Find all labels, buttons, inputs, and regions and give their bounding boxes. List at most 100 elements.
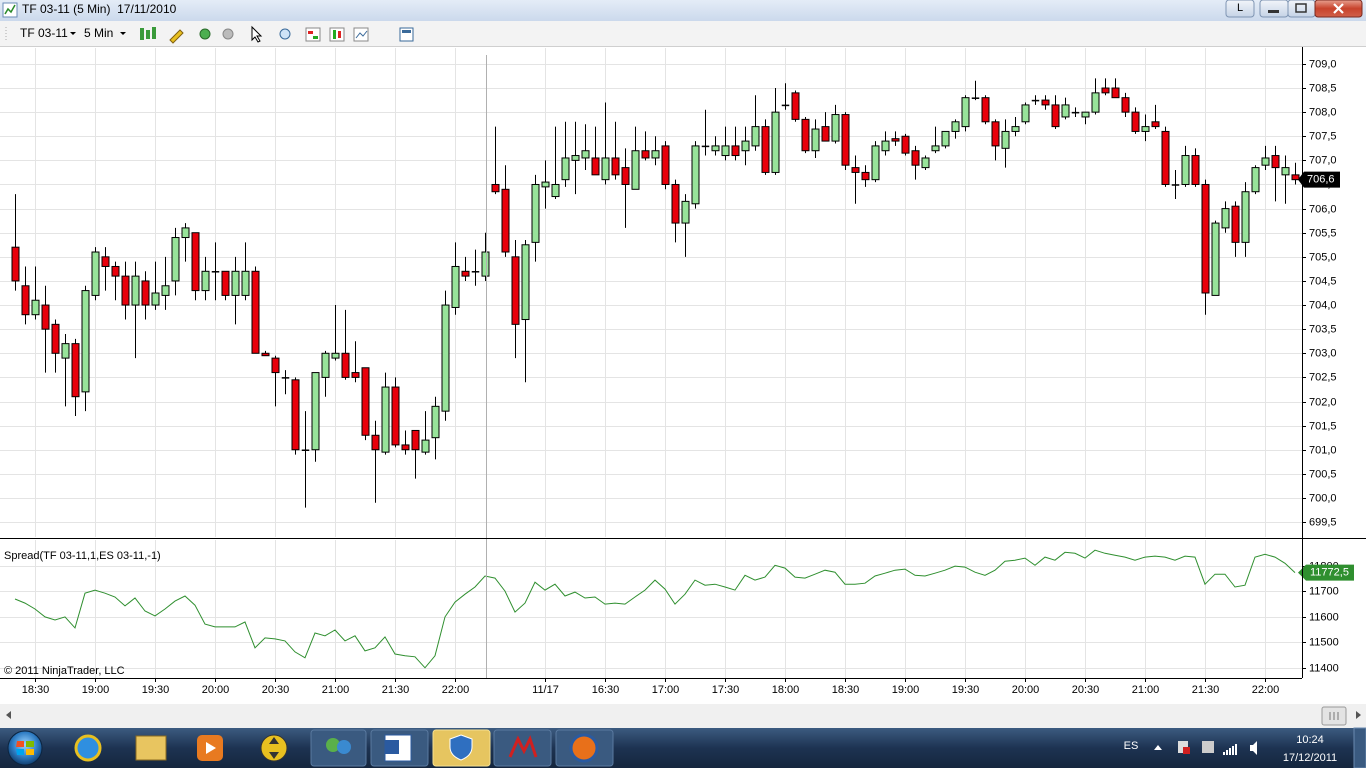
candle-body — [471, 271, 480, 273]
candle-body — [1291, 174, 1300, 181]
x-tick-label: 20:30 — [1072, 684, 1100, 696]
candle-body — [431, 405, 440, 439]
start-logo — [26, 749, 34, 755]
explorer-button[interactable] — [135, 735, 167, 761]
candle-body — [901, 135, 910, 154]
maximize-glyph — [1295, 3, 1307, 13]
candle-body — [101, 256, 110, 267]
interval-dropdown[interactable] — [120, 32, 126, 35]
indicators-button[interactable] — [305, 27, 321, 42]
candle-body — [771, 111, 780, 173]
candle-body — [391, 386, 400, 446]
link-button-label[interactable]: L — [1237, 2, 1243, 14]
candle-body — [531, 183, 540, 243]
candle-body — [1201, 183, 1210, 294]
candle-body — [501, 188, 510, 253]
security-glyph — [449, 734, 473, 761]
indicators-glyph — [308, 31, 313, 34]
data-box-button[interactable] — [279, 28, 291, 40]
candle-body — [161, 285, 170, 296]
candle-body — [361, 367, 370, 436]
candle-body — [111, 265, 120, 277]
candle-body — [1151, 121, 1160, 128]
candle-body — [1001, 130, 1010, 149]
minimize-glyph — [1268, 10, 1279, 13]
candle-body — [211, 271, 220, 273]
candle-body — [151, 292, 160, 306]
ie-button[interactable] — [74, 734, 102, 762]
candle-body — [291, 379, 300, 451]
tray-expand[interactable] — [1154, 745, 1162, 750]
zoom-in-button[interactable] — [199, 28, 211, 40]
candle-body — [241, 270, 250, 296]
instrument-selector[interactable]: TF 03-11 — [20, 26, 68, 40]
drawing-tool-button[interactable] — [169, 29, 184, 44]
candle-body — [271, 357, 280, 374]
messenger-glyph — [337, 740, 351, 754]
clock-time[interactable]: 10:24 — [1296, 734, 1324, 746]
strategies-button[interactable] — [329, 27, 345, 42]
clock-date[interactable]: 17/12/2011 — [1283, 752, 1337, 764]
scroll-right[interactable] — [1356, 711, 1361, 719]
candle-body — [1121, 97, 1130, 113]
network-icon[interactable] — [1223, 744, 1237, 755]
tray-icon[interactable] — [1202, 741, 1214, 753]
candle-body — [1271, 155, 1280, 169]
y-tick-label: 706,0 — [1309, 203, 1337, 215]
candle-body — [1261, 157, 1270, 166]
cursor-button[interactable] — [251, 25, 263, 43]
candle-body — [561, 157, 570, 181]
spread-line — [14, 549, 1296, 669]
copyright: © 2011 NinjaTrader, LLC — [4, 665, 125, 677]
candle-body — [1171, 184, 1180, 186]
candle-body — [571, 155, 580, 161]
candle-body — [521, 244, 530, 321]
properties-button[interactable] — [399, 27, 414, 42]
candle-body — [911, 150, 920, 166]
instrument-dropdown[interactable] — [70, 32, 76, 35]
link-button[interactable] — [1225, 0, 1255, 18]
candle-body — [1041, 99, 1050, 106]
candle-body — [61, 343, 70, 359]
app-button[interactable] — [260, 734, 288, 762]
candle-body — [691, 145, 700, 205]
candle-body — [331, 352, 340, 359]
indicator-label: Spread(TF 03-11,1,ES 03-11,-1) — [4, 550, 161, 562]
candle-body — [181, 227, 190, 239]
candle-body — [1091, 92, 1100, 113]
show-desktop[interactable] — [1353, 727, 1366, 768]
start-button[interactable] — [7, 730, 43, 766]
candle-body — [511, 256, 520, 325]
volume-icon[interactable] — [1250, 741, 1257, 755]
candle-body — [371, 434, 380, 451]
language-indicator[interactable]: ES — [1124, 740, 1139, 752]
y-tick-label: 708,0 — [1309, 106, 1337, 118]
candle-body — [281, 377, 290, 379]
candle-body — [891, 138, 900, 142]
candle-body — [931, 145, 940, 152]
start-logo — [16, 741, 24, 747]
y-tick-label: 707,5 — [1309, 130, 1337, 142]
candle-body — [851, 167, 860, 173]
app-glyph — [269, 737, 279, 759]
candle-body — [31, 299, 40, 316]
app-icon-glyph — [4, 4, 16, 15]
minimize-button[interactable] — [1259, 0, 1289, 18]
scroll-left[interactable] — [6, 711, 11, 719]
bar-type-button-part — [146, 30, 150, 39]
y-tick-label: 701,5 — [1309, 420, 1337, 432]
zoom-out-button[interactable] — [222, 28, 234, 40]
candle-body — [1011, 126, 1020, 132]
maximize-button[interactable] — [1287, 0, 1316, 18]
x-tick-label: 20:00 — [202, 684, 230, 696]
taskbar — [0, 728, 1366, 768]
y-tick-label: 11600 — [1309, 611, 1339, 623]
candle-body — [701, 145, 710, 148]
bar-type-button[interactable] — [140, 28, 144, 40]
candle-body — [741, 140, 750, 152]
interval-selector[interactable]: 5 Min — [84, 26, 113, 40]
bar-type-button-part — [152, 27, 156, 39]
taskbar-apps — [74, 729, 614, 767]
candle-body — [751, 126, 760, 147]
